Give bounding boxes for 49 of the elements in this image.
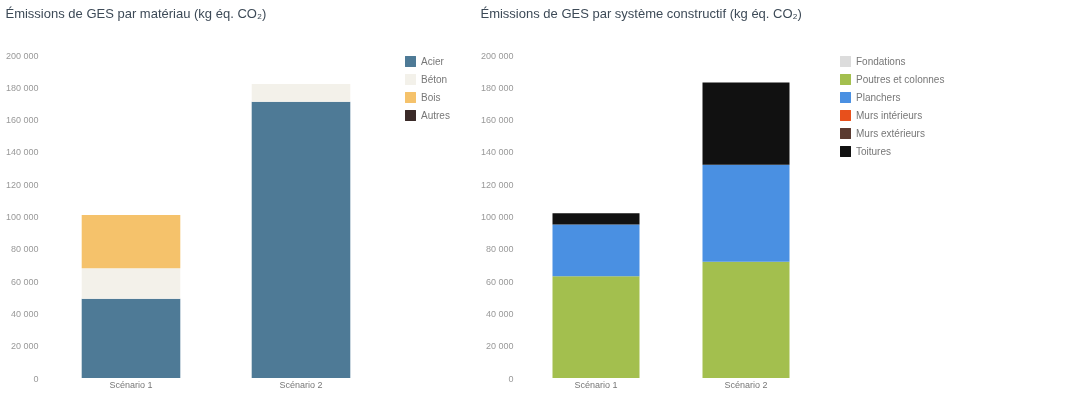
bar bbox=[251, 101, 351, 378]
bar bbox=[81, 268, 181, 299]
bar bbox=[552, 213, 640, 225]
bar bbox=[81, 214, 181, 269]
legend-label: Acier bbox=[421, 55, 445, 67]
y-tick-label: 40 000 bbox=[485, 308, 514, 319]
x-tick-label: Scénario 1 bbox=[109, 379, 153, 390]
legend-label: Poutres et colonnes bbox=[856, 73, 945, 85]
legend-label: Planchers bbox=[856, 91, 901, 103]
y-tick-label: 160 000 bbox=[5, 115, 39, 126]
x-tick-label: Scénario 1 bbox=[574, 379, 618, 390]
x-tick-label: Scénario 2 bbox=[724, 379, 768, 390]
x-tick-label: Scénario 2 bbox=[279, 379, 323, 390]
y-tick-label: 80 000 bbox=[485, 244, 514, 255]
y-tick-label: 140 000 bbox=[480, 147, 514, 158]
legend-label: Bois bbox=[421, 91, 441, 103]
y-tick-label: 0 bbox=[508, 373, 514, 384]
bar bbox=[552, 276, 640, 378]
bar bbox=[251, 84, 351, 102]
y-tick-label: 100 000 bbox=[480, 212, 514, 222]
y-tick-label: 160 000 bbox=[480, 115, 514, 126]
legend-label: Autres bbox=[421, 109, 450, 121]
y-tick-label: 180 000 bbox=[5, 82, 39, 93]
y-tick-label: 60 000 bbox=[10, 276, 39, 287]
y-tick-label: 120 000 bbox=[480, 179, 514, 190]
y-tick-label: 100 000 bbox=[5, 212, 39, 222]
legend-label: Murs intérieurs bbox=[856, 109, 923, 121]
bar bbox=[702, 82, 790, 165]
y-tick-label: 120 000 bbox=[5, 179, 39, 190]
y-tick-label: 20 000 bbox=[10, 341, 39, 352]
y-tick-label: 200 000 bbox=[5, 50, 39, 61]
y-tick-label: 40 000 bbox=[10, 308, 39, 319]
y-tick-label: 20 000 bbox=[485, 341, 514, 352]
bar bbox=[702, 164, 790, 262]
legend-label: Fondations bbox=[856, 55, 906, 67]
y-tick-label: 200 000 bbox=[480, 50, 514, 61]
legend-label: Béton bbox=[421, 73, 448, 85]
bar bbox=[702, 261, 790, 378]
bar bbox=[552, 224, 640, 277]
chart-title: Émissions de GES par système constructif (kg éq. CO₂) bbox=[480, 6, 802, 21]
y-tick-label: 60 000 bbox=[485, 276, 514, 287]
chart-title: Émissions de GES par matériau (kg éq. CO₂) bbox=[5, 6, 267, 21]
legend-label: Toitures bbox=[856, 145, 892, 157]
y-tick-label: 80 000 bbox=[10, 244, 39, 255]
y-tick-label: 0 bbox=[33, 373, 39, 384]
y-tick-label: 140 000 bbox=[5, 147, 39, 158]
bar bbox=[81, 298, 181, 378]
legend-label: Murs extérieurs bbox=[856, 127, 925, 139]
y-tick-label: 180 000 bbox=[480, 82, 514, 93]
